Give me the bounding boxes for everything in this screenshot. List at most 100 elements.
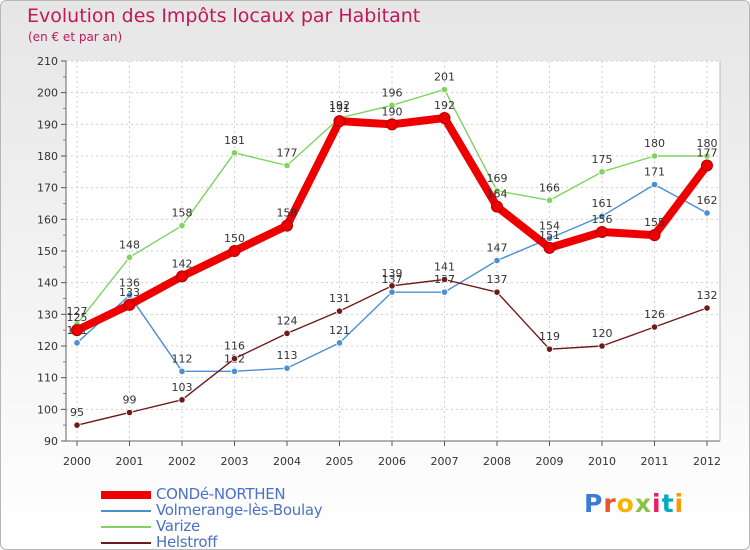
data-label: 201 [434,71,455,84]
data-point [125,408,134,417]
data-point [440,275,449,284]
legend-label: Helstroff [156,533,218,550]
data-point [438,112,451,124]
data-label: 151 [539,229,560,242]
data-point [440,288,449,296]
y-tick-label: 90 [44,435,58,448]
x-tick-label: 2007 [431,455,459,468]
data-point [178,367,186,375]
data-label: 191 [329,102,350,115]
data-point [73,339,81,347]
data-label: 133 [119,286,140,299]
data-label: 120 [592,327,613,340]
data-label: 139 [382,267,403,280]
data-label: 162 [697,194,718,207]
data-label: 99 [123,394,137,407]
data-point [491,200,503,213]
data-point [335,339,344,347]
data-label: 181 [224,134,245,147]
data-label: 147 [487,242,508,255]
data-label: 161 [592,197,613,210]
data-label: 112 [172,352,193,365]
y-tick-label: 170 [37,182,58,195]
logo-letter: r [603,489,617,518]
data-label: 164 [487,188,508,201]
logo-letter: x [634,489,652,518]
data-point [545,196,554,204]
data-label: 119 [539,330,560,343]
legend-label: CONDé-NORTHEN [156,485,286,503]
legend-swatch [101,491,151,499]
data-label: 103 [172,381,193,394]
data-label: 192 [329,99,350,112]
data-label: 126 [644,308,665,321]
y-tick-label: 110 [37,372,58,385]
x-tick-label: 2001 [116,455,144,468]
data-label: 190 [382,105,403,118]
data-label: 166 [539,181,560,194]
x-tick-label: 2003 [221,455,249,468]
data-point [598,212,606,220]
x-tick-label: 2002 [168,455,196,468]
logo-letter: P [584,489,604,518]
data-point [545,234,554,242]
data-point [176,270,188,283]
data-label: 175 [592,153,613,166]
data-point [388,288,396,296]
data-label: 113 [277,349,298,362]
x-tick-label: 2004 [273,455,301,468]
data-point [703,152,711,160]
data-point [230,355,239,363]
data-point [386,118,398,131]
x-tick-label: 2010 [588,455,616,468]
data-point [125,291,134,299]
y-tick-label: 140 [37,277,58,290]
x-tick-label: 2012 [693,455,721,468]
legend-label: Volmerange-lès-Boulay [156,501,323,519]
data-point [230,367,239,375]
data-label: 132 [697,289,718,302]
data-label: 131 [329,292,350,305]
y-tick-label: 120 [37,340,58,353]
x-tick-label: 2000 [63,455,91,468]
data-point [650,323,659,331]
chart-subtitle: (en € et par an) [28,30,123,44]
x-tick-label: 2005 [326,455,354,468]
data-point [493,288,501,296]
data-label: 154 [539,219,560,232]
data-label: 137 [487,273,508,286]
legend-label: Varize [156,517,200,535]
data-point [71,324,83,337]
data-label: 169 [487,172,508,185]
data-point [388,101,396,109]
x-tick-label: 2009 [536,455,564,468]
data-point [493,187,501,195]
data-label: 125 [67,311,88,324]
data-point [440,85,449,94]
data-point [228,245,241,257]
y-tick-label: 130 [37,308,58,321]
data-label: 171 [644,166,665,179]
logo-letter: t [661,489,675,518]
data-label: 121 [329,324,350,337]
data-label: 142 [172,257,193,270]
data-label: 141 [434,261,455,274]
logo-letter: i [652,489,662,518]
data-label: 155 [644,216,665,229]
x-tick-label: 2006 [378,455,406,468]
logo-letter: i [674,489,685,518]
data-point [388,282,396,290]
data-label: 158 [172,207,193,220]
legend-swatch [101,510,151,512]
data-point [596,226,608,238]
proxiti-logo: Proxiti [584,489,684,518]
data-label: 180 [644,137,665,150]
logo-letter: o [616,489,635,518]
data-label: 180 [697,137,718,150]
data-point [703,209,711,217]
data-label: 116 [224,340,245,353]
data-point [283,364,291,372]
data-label: 124 [277,314,298,327]
data-point [650,180,659,189]
